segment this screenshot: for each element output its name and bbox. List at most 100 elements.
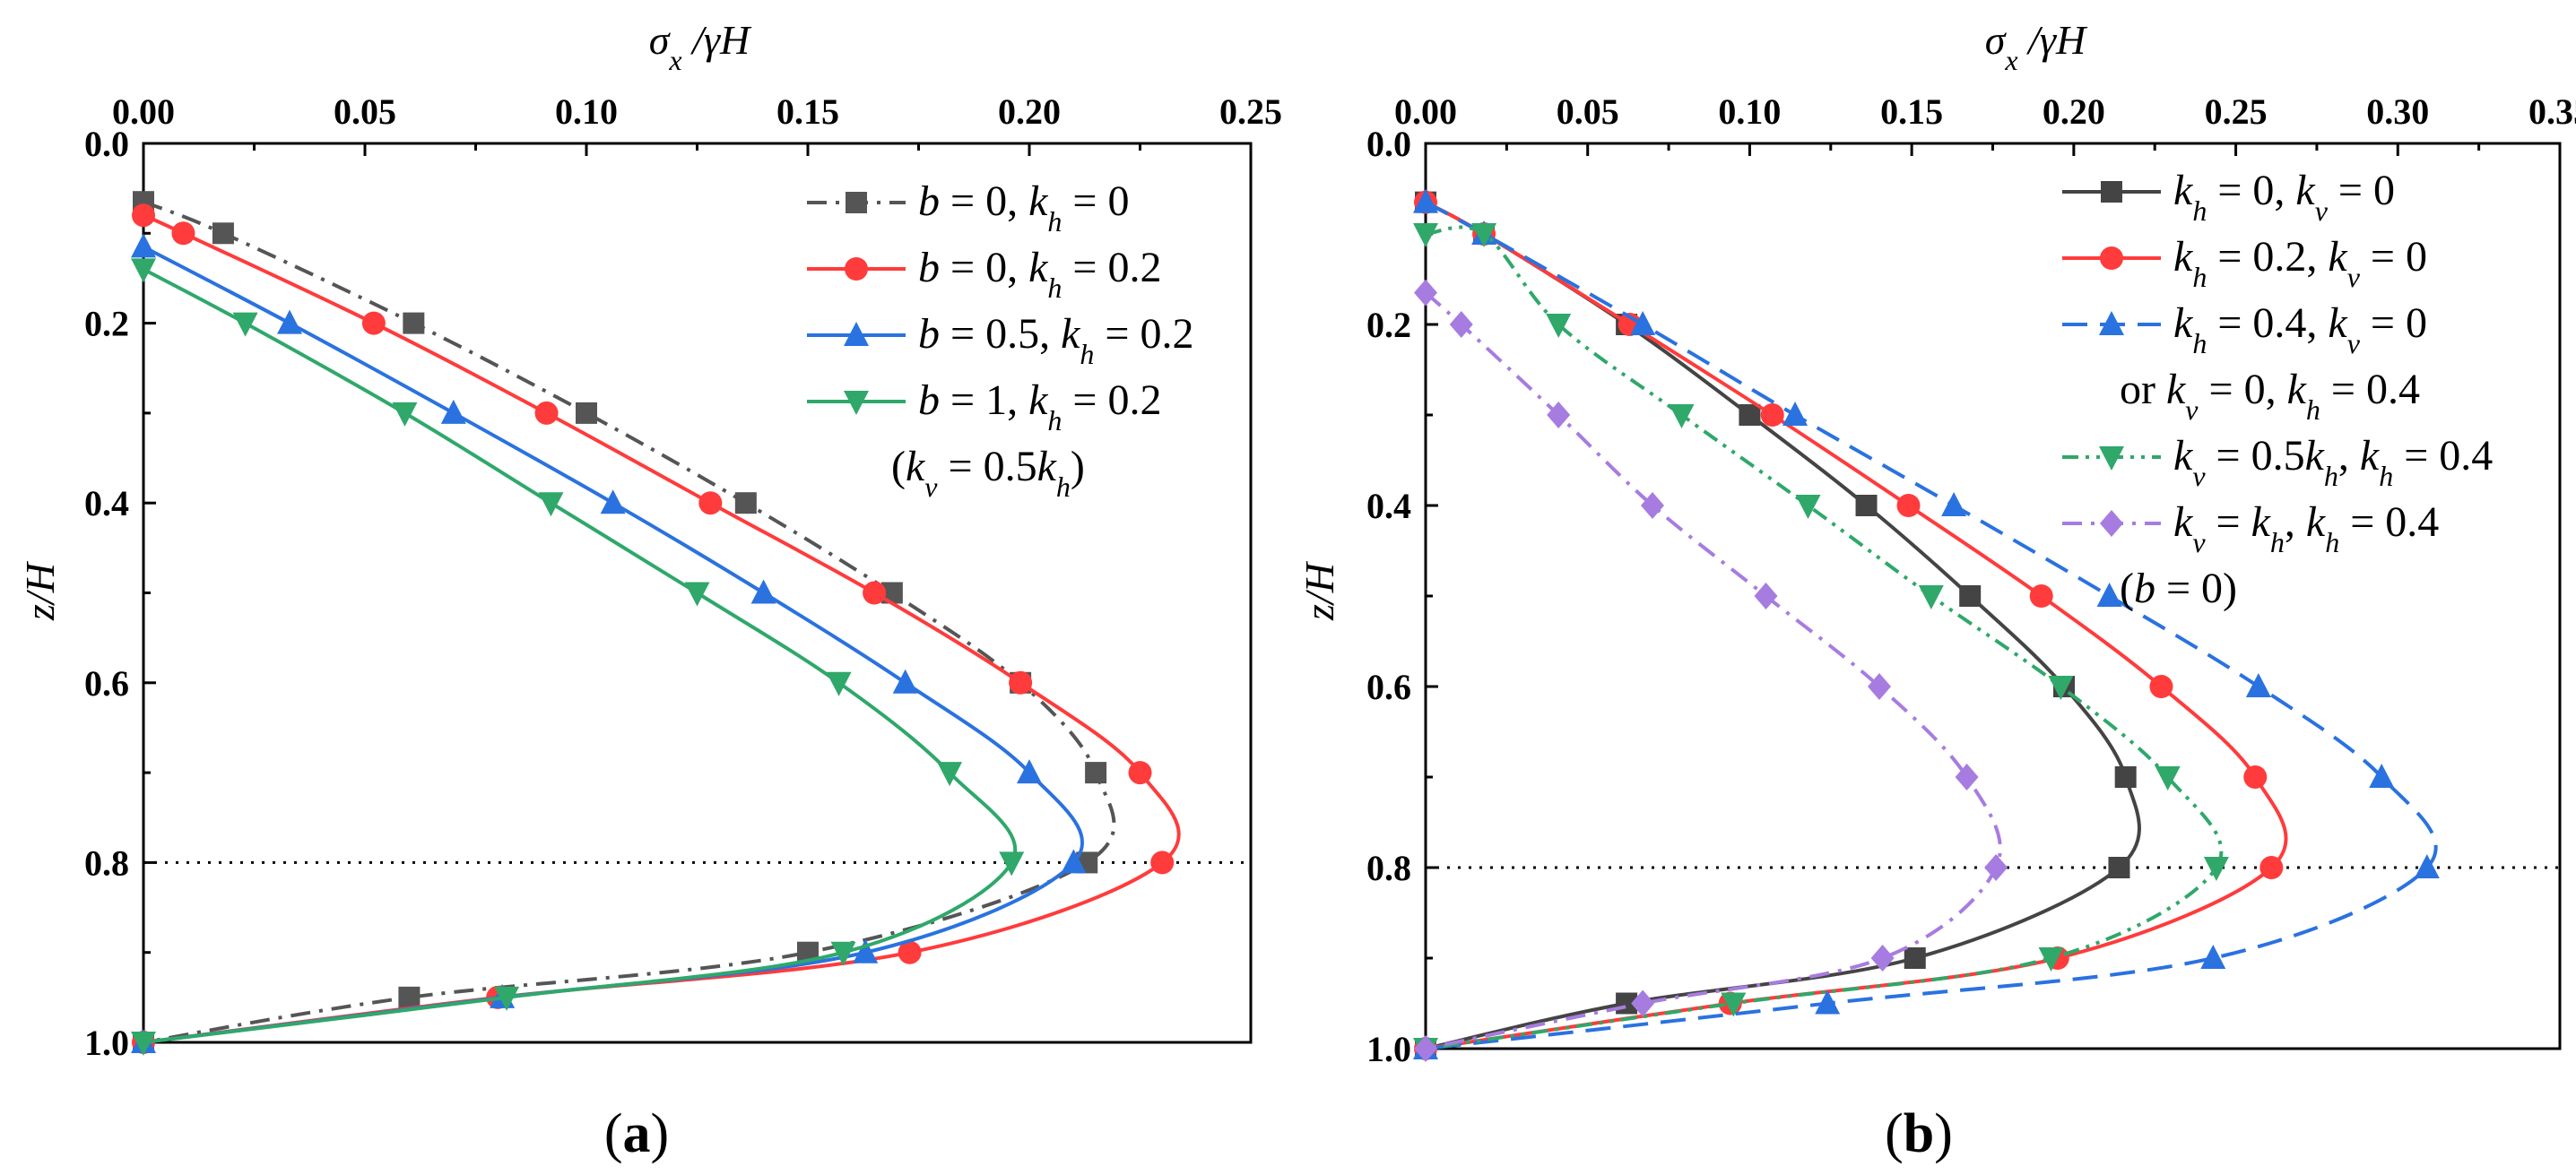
legend-label: or kv = 0, kh = 0.4 bbox=[2120, 366, 2420, 426]
legend-label: b = 0, kh = 0.2 bbox=[918, 244, 1161, 304]
data-point bbox=[1870, 945, 1895, 972]
y-tick-label: 1.0 bbox=[1366, 1029, 1411, 1069]
data-point bbox=[1413, 223, 1438, 247]
panel-label: (a) bbox=[604, 1103, 669, 1164]
panel-label: (b) bbox=[1885, 1103, 1953, 1164]
x-tick-label: 0.10 bbox=[555, 91, 618, 132]
x-tick-label: 0.00 bbox=[112, 91, 175, 132]
data-point bbox=[1414, 279, 1437, 307]
series-line bbox=[143, 267, 1018, 1044]
data-point bbox=[892, 669, 918, 694]
data-point bbox=[1546, 314, 1572, 338]
data-point bbox=[937, 762, 963, 787]
data-point bbox=[1547, 402, 1571, 428]
x-axis-label: σx /γH bbox=[1985, 17, 2088, 76]
data-point bbox=[171, 221, 195, 246]
legend-label: kv = kh, kh = 0.4 bbox=[2173, 498, 2439, 558]
data-point bbox=[1959, 585, 1982, 607]
data-point bbox=[2369, 764, 2395, 788]
data-point bbox=[2414, 854, 2440, 878]
legend-label: kv = 0.5kh, kh = 0.4 bbox=[2173, 432, 2493, 492]
data-point bbox=[232, 312, 258, 337]
data-point bbox=[1782, 402, 1808, 426]
data-point bbox=[392, 402, 418, 427]
x-tick-label: 0.20 bbox=[998, 91, 1061, 132]
data-point bbox=[1413, 188, 1438, 213]
data-point bbox=[2149, 675, 2173, 698]
y-tick-label: 1.0 bbox=[84, 1023, 129, 1063]
data-point bbox=[684, 582, 710, 607]
y-tick-label: 0.4 bbox=[84, 483, 129, 523]
data-point bbox=[1815, 989, 1841, 1015]
data-point bbox=[2155, 766, 2181, 791]
data-point bbox=[132, 203, 155, 228]
x-axis-label: σx /γH bbox=[649, 17, 752, 76]
data-point bbox=[398, 986, 421, 1008]
x-tick-label: 0.15 bbox=[776, 91, 839, 132]
data-point bbox=[830, 941, 856, 966]
legend-marker bbox=[2099, 446, 2124, 471]
y-tick-label: 0.8 bbox=[1366, 848, 1411, 888]
data-point bbox=[1414, 1035, 1437, 1062]
y-axis-label: z/H bbox=[17, 560, 63, 621]
data-point bbox=[131, 233, 156, 258]
data-point bbox=[1896, 494, 1921, 517]
data-point bbox=[1984, 854, 2008, 881]
data-point bbox=[1061, 849, 1087, 874]
data-point bbox=[576, 402, 597, 424]
legend-label: kh = 0, kv = 0 bbox=[2173, 167, 2395, 227]
data-point bbox=[1739, 404, 1761, 426]
legend-marker bbox=[845, 257, 868, 281]
legend-marker bbox=[844, 391, 869, 415]
data-point bbox=[1085, 762, 1107, 784]
y-tick-label: 0.0 bbox=[1366, 124, 1411, 164]
y-tick-label: 0.2 bbox=[1366, 305, 1411, 345]
legend: kh = 0, kv = 0kh = 0.2, kv = 0kh = 0.4, … bbox=[2062, 167, 2493, 612]
legend-label: b = 0.5, kh = 0.2 bbox=[918, 310, 1193, 370]
data-point bbox=[1009, 670, 1033, 695]
data-point bbox=[2029, 584, 2053, 608]
y-tick-label: 0.6 bbox=[84, 663, 129, 704]
data-point bbox=[131, 258, 156, 283]
data-point bbox=[494, 986, 520, 1011]
data-point bbox=[1918, 585, 1944, 609]
x-tick-label: 0.10 bbox=[1718, 91, 1781, 132]
data-point bbox=[1669, 404, 1695, 428]
y-tick-label: 0.4 bbox=[1366, 486, 1411, 526]
data-point bbox=[212, 222, 234, 245]
x-tick-label: 0.05 bbox=[334, 91, 396, 132]
data-point bbox=[1855, 495, 1878, 516]
series-5 bbox=[1414, 279, 2008, 1062]
series-line bbox=[143, 245, 1085, 1044]
data-point bbox=[2038, 947, 2064, 972]
legend-marker bbox=[2100, 510, 2123, 537]
panel-b: 0.00 0.05 0.10 0.15 0.20 0.25 0.30 0.35 0.0 0.2 0.… bbox=[1297, 17, 2576, 1164]
x-tick-label: 0.05 bbox=[1557, 91, 1619, 132]
legend-marker bbox=[844, 322, 869, 346]
data-point bbox=[2203, 857, 2229, 881]
data-point bbox=[1630, 311, 1656, 335]
y-tick-label: 0.0 bbox=[84, 124, 129, 164]
data-point bbox=[1641, 492, 1664, 519]
data-point bbox=[2048, 676, 2074, 700]
legend-marker bbox=[2099, 311, 2124, 335]
data-point bbox=[698, 491, 723, 515]
data-point bbox=[2108, 857, 2130, 878]
x-tick-label: 0.35 bbox=[2528, 91, 2576, 132]
data-point bbox=[1904, 947, 1926, 969]
y-tick-label: 0.2 bbox=[84, 304, 129, 344]
data-point bbox=[863, 581, 887, 605]
legend-marker bbox=[846, 192, 867, 213]
legend-label: b = 0, kh = 0 bbox=[918, 177, 1129, 238]
series-1 bbox=[1415, 191, 2141, 1059]
legend-marker bbox=[2100, 246, 2123, 270]
data-point bbox=[1955, 764, 1979, 791]
data-point bbox=[1128, 761, 1152, 785]
data-point bbox=[534, 401, 559, 425]
data-point bbox=[750, 579, 776, 604]
data-point bbox=[1760, 403, 1784, 427]
data-point bbox=[277, 309, 303, 334]
data-point bbox=[1941, 492, 1967, 516]
data-point bbox=[1471, 223, 1497, 247]
